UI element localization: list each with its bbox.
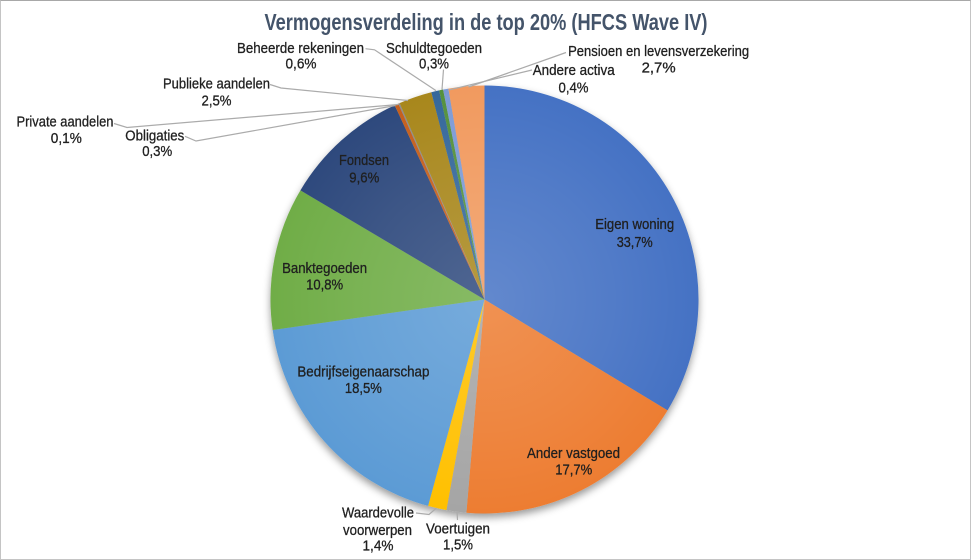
svg-text:Andere activa: Andere activa (533, 62, 616, 79)
svg-text:0,4%: 0,4% (559, 80, 589, 97)
svg-text:0,1%: 0,1% (51, 130, 82, 147)
svg-text:Obligaties: Obligaties (125, 127, 184, 144)
svg-text:Banktegoeden: Banktegoeden (282, 260, 367, 277)
svg-text:0,3%: 0,3% (142, 143, 172, 160)
svg-text:Publieke aandelen: Publieke aandelen (163, 75, 270, 92)
svg-text:Eigen woning: Eigen woning (595, 216, 674, 233)
svg-text:33,7%: 33,7% (617, 234, 653, 251)
svg-text:9,6%: 9,6% (349, 170, 379, 187)
svg-text:Pensioen en levensverzekering: Pensioen en levensverzekering (568, 43, 749, 60)
svg-text:Fondsen: Fondsen (339, 152, 389, 169)
svg-text:0,6%: 0,6% (286, 56, 317, 73)
svg-text:Vermogensverdeling in de top 2: Vermogensverdeling in de top 20% (HFCS W… (265, 9, 708, 35)
svg-text:Waardevolle: Waardevolle (342, 504, 414, 521)
svg-text:1,4%: 1,4% (363, 537, 394, 554)
svg-text:2,5%: 2,5% (202, 93, 232, 110)
svg-text:Ander vastgoed: Ander vastgoed (527, 445, 620, 462)
svg-text:Beheerde rekeningen: Beheerde rekeningen (237, 40, 364, 57)
svg-text:Private aandelen: Private aandelen (17, 114, 114, 131)
svg-text:10,8%: 10,8% (306, 277, 343, 294)
svg-text:Schuldtegoeden: Schuldtegoeden (386, 40, 482, 57)
svg-text:0,3%: 0,3% (419, 56, 449, 73)
svg-text:2,7%: 2,7% (642, 60, 676, 77)
svg-text:1,5%: 1,5% (443, 537, 473, 554)
svg-text:Voertuigen: Voertuigen (426, 521, 490, 538)
svg-text:18,5%: 18,5% (345, 380, 382, 397)
svg-text:Bedrijfseigenaarschap: Bedrijfseigenaarschap (297, 364, 429, 381)
svg-text:voorwerpen: voorwerpen (343, 522, 412, 539)
svg-text:17,7%: 17,7% (555, 462, 592, 479)
